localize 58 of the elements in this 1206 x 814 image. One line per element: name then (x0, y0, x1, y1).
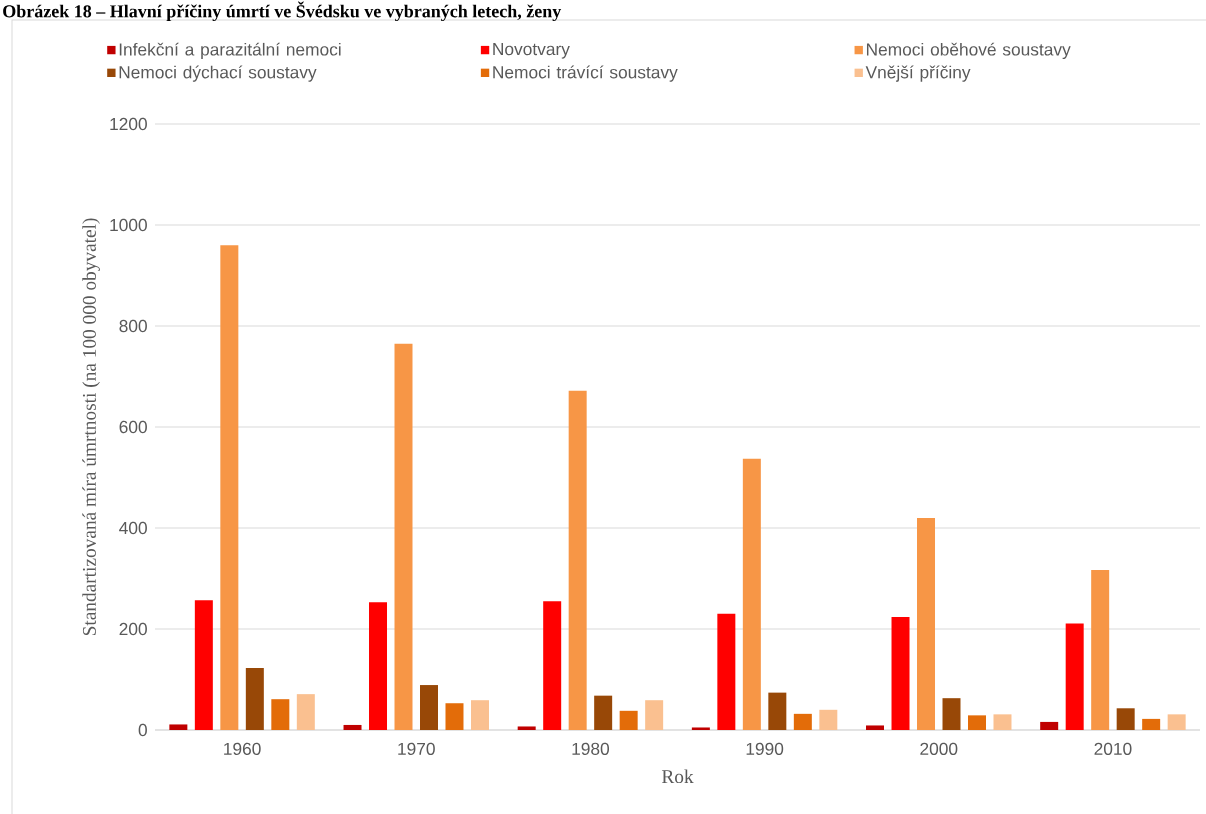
bar (891, 616, 910, 730)
bar (645, 700, 664, 730)
bar (1167, 714, 1186, 730)
bar (619, 710, 638, 730)
legend-label: Nemoci dýchací soustavy (119, 65, 317, 82)
legend-label: Novotvary (493, 43, 570, 59)
x-tick-label: 1980 (572, 742, 610, 755)
bar (1142, 718, 1161, 730)
legend-label: Vnější příčiny (865, 65, 971, 82)
bar (768, 692, 787, 730)
x-axis-title: Rok (661, 769, 694, 784)
bar (296, 694, 315, 730)
x-tick-label: 2000 (920, 742, 958, 755)
bar (819, 709, 838, 730)
y-tick-label: 400 (119, 521, 147, 535)
bar (742, 458, 761, 730)
x-tick-label: 1990 (746, 742, 784, 755)
bar (968, 715, 986, 730)
bar (568, 390, 587, 730)
bar (942, 698, 961, 730)
bar (470, 700, 489, 730)
bar (866, 725, 885, 730)
bar (245, 667, 264, 730)
y-tick-label: 600 (119, 420, 147, 434)
bar (917, 517, 936, 730)
y-tick-label: 800 (119, 319, 147, 333)
bar (1091, 569, 1110, 730)
y-tick-label: 200 (119, 622, 147, 636)
bar (717, 613, 736, 730)
x-tick-label: 1960 (224, 742, 261, 755)
bar (343, 724, 362, 730)
bar (1040, 721, 1059, 730)
bar (1116, 708, 1135, 730)
legend-label: Nemoci trávící soustavy (493, 65, 678, 82)
bar (271, 699, 290, 730)
x-tick-label: 2010 (1094, 742, 1132, 755)
bar (194, 600, 213, 730)
bar (543, 601, 562, 730)
legend-label: Nemoci oběhové soustavy (866, 42, 1071, 60)
bar (517, 726, 536, 730)
bar (993, 714, 1012, 730)
bar (793, 713, 812, 730)
bar (394, 343, 413, 730)
y-tick-label: 0 (138, 723, 147, 737)
bar (445, 703, 464, 730)
bar (420, 685, 438, 730)
y-tick-label: 1000 (110, 218, 147, 232)
y-tick-label: 1200 (110, 117, 147, 131)
bar (691, 727, 710, 730)
x-tick-label: 1970 (398, 742, 435, 755)
bar (169, 724, 188, 730)
bar (369, 602, 388, 730)
legend-label: Infekční a parazitální nemoci (119, 42, 341, 60)
bar (1065, 623, 1084, 730)
chart-title: Obrázek 18 – Hlavní příčiny úmrtí ve Švédsku ve vybraných letech, ženy (3, 1, 562, 22)
y-axis-title: Standartizovaná míra úmrtnosti (na 100 000 obyvatel) (82, 218, 100, 636)
bar (594, 695, 613, 730)
bar (220, 245, 239, 730)
